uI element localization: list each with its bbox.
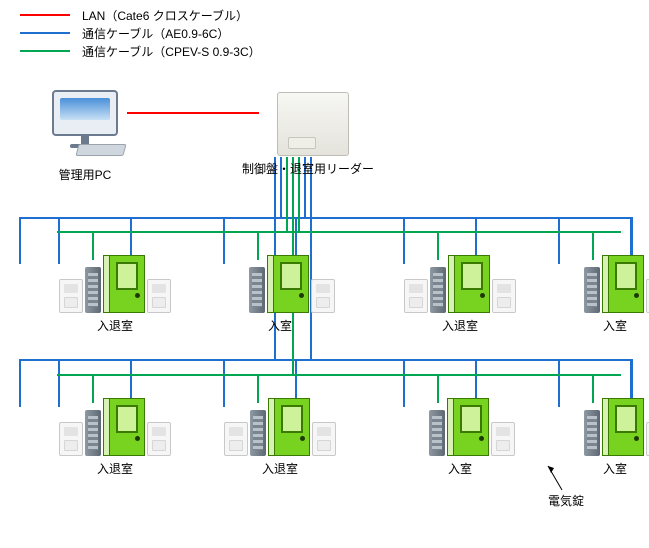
door-icon xyxy=(268,398,310,456)
pc-label: 管理用PC xyxy=(35,166,135,183)
reader-entry-icon xyxy=(312,422,336,456)
lock-icon xyxy=(249,267,265,313)
door-group-r1-c0: 入退室 xyxy=(55,255,175,334)
door-icon xyxy=(103,255,145,313)
door-icon xyxy=(602,255,644,313)
reader-exit-icon xyxy=(59,279,83,313)
lock-icon xyxy=(429,410,445,456)
door-icon xyxy=(267,255,309,313)
door-icon xyxy=(447,398,489,456)
door-label: 入室 xyxy=(555,317,649,334)
door-label: 入室 xyxy=(220,317,340,334)
door-label: 入退室 xyxy=(55,317,175,334)
monitor-icon xyxy=(52,90,118,136)
door-group-r1-c1: 入室 xyxy=(220,255,340,334)
keyboard-icon xyxy=(75,144,126,156)
reader-entry-icon xyxy=(491,422,515,456)
reader-exit-icon xyxy=(404,279,428,313)
lock-annotation-text: 電気錠 xyxy=(548,492,584,509)
door-group-r2-c2: 入室 xyxy=(400,398,520,477)
door-icon xyxy=(448,255,490,313)
door-icon xyxy=(602,398,644,456)
door-label: 入室 xyxy=(400,460,520,477)
reader-entry-icon xyxy=(492,279,516,313)
lock-icon xyxy=(584,267,600,313)
door-group-r1-c3: 入室 xyxy=(555,255,649,334)
arrow-icon xyxy=(542,460,582,496)
lock-icon xyxy=(85,410,101,456)
reader-exit-icon xyxy=(224,422,248,456)
door-label: 入退室 xyxy=(220,460,340,477)
management-pc: 管理用PC xyxy=(35,90,135,183)
door-label: 入退室 xyxy=(55,460,175,477)
door-group-r2-c0: 入退室 xyxy=(55,398,175,477)
monitor-stand xyxy=(81,136,89,144)
reader-exit-icon xyxy=(59,422,83,456)
door-label: 入退室 xyxy=(400,317,520,334)
reader-entry-icon xyxy=(147,422,171,456)
lock-icon xyxy=(85,267,101,313)
panel-icon xyxy=(277,92,349,156)
door-icon xyxy=(103,398,145,456)
door-group-r1-c2: 入退室 xyxy=(400,255,520,334)
reader-entry-icon xyxy=(147,279,171,313)
control-panel: 制御盤・退室用リーダー xyxy=(258,92,368,177)
panel-label: 制御盤・退室用リーダー xyxy=(242,160,368,177)
door-group-r2-c1: 入退室 xyxy=(220,398,340,477)
lock-icon xyxy=(250,410,266,456)
lock-icon xyxy=(584,410,600,456)
lock-icon xyxy=(430,267,446,313)
reader-entry-icon xyxy=(311,279,335,313)
